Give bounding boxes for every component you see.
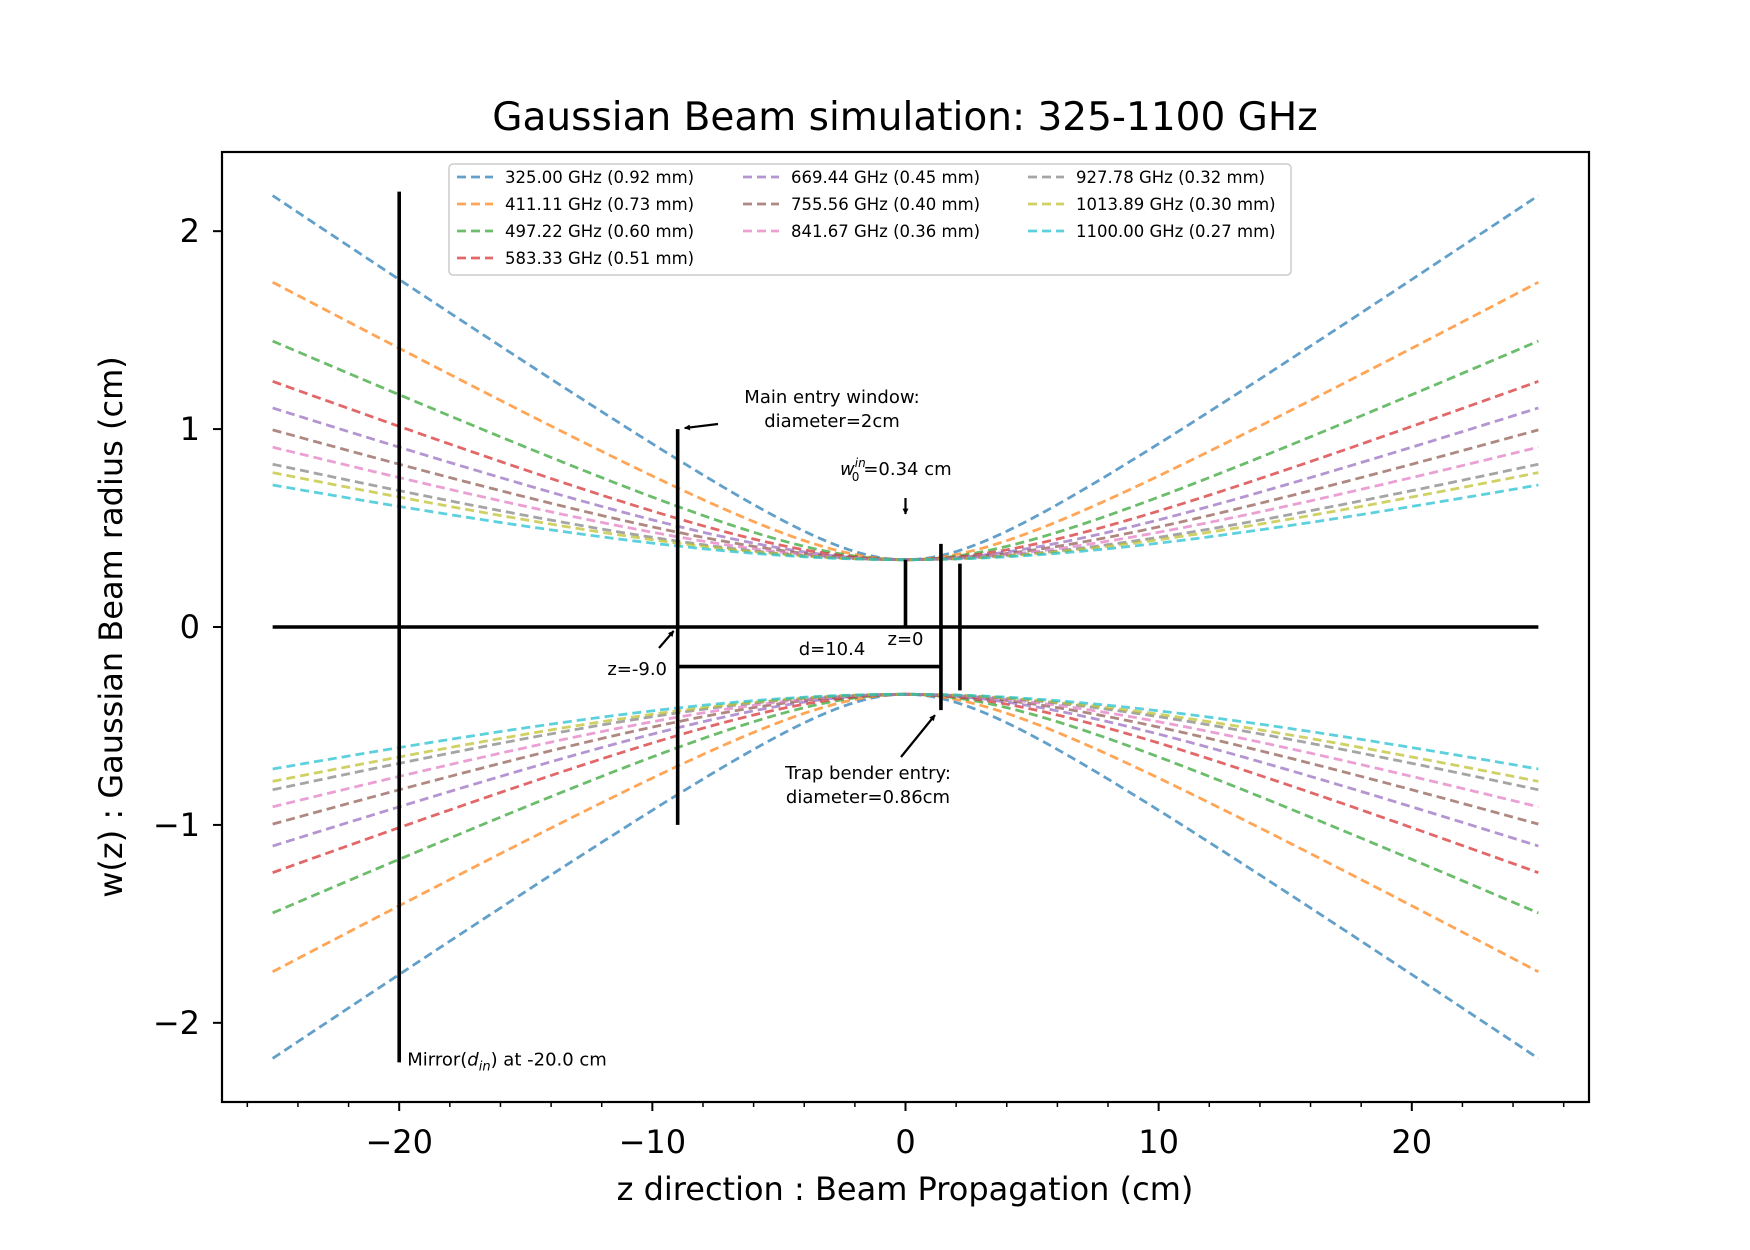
x-tick-label: 20 (1391, 1123, 1432, 1161)
z-zero-label: z=0 (888, 629, 924, 650)
main-entry-label-line1: Main entry window: (744, 387, 919, 408)
beam-curve-upper-9 (272, 483, 1539, 562)
mirror-label: Mirror(din) at -20.0 cm (407, 1049, 607, 1074)
legend-label: 1100.00 GHz (0.27 mm) (1076, 222, 1276, 241)
y-tick-label: 2 (180, 212, 200, 250)
x-axis-label: z direction : Beam Propagation (cm) (617, 1170, 1194, 1208)
chart-title: Gaussian Beam simulation: 325-1100 GHz (492, 95, 1317, 140)
x-tick-label: −10 (619, 1123, 687, 1161)
annotations: Mirror(din) at -20.0 cm Main entry window… (407, 387, 951, 1074)
beam-curve-upper-7 (272, 462, 1539, 562)
x-tick-label: 0 (895, 1123, 915, 1161)
x-tick-label: 10 (1138, 1123, 1179, 1161)
beam-curve-lower-9 (272, 692, 1539, 771)
legend-box (448, 163, 1292, 276)
main-entry-arrow (684, 422, 719, 431)
legend-label: 497.22 GHz (0.60 mm) (505, 222, 694, 241)
trap-arrow (900, 714, 936, 758)
legend-label: 583.33 GHz (0.51 mm) (505, 249, 694, 268)
y-tick-label: −2 (153, 1004, 200, 1042)
distance-label: d=10.4 (799, 639, 866, 660)
z-minus-label: z=-9.0 (607, 659, 667, 680)
trap-label-line1: Trap bender entry: (784, 763, 951, 784)
optical-structures (272, 191, 1539, 1063)
x-tick-label: −20 (365, 1123, 433, 1161)
legend: 325.00 GHz (0.92 mm) 411.11 GHz (0.73 mm)… (448, 163, 1292, 276)
legend-label: 669.44 GHz (0.45 mm) (791, 168, 980, 187)
legend-label: 1013.89 GHz (0.30 mm) (1076, 195, 1276, 214)
legend-label: 325.00 GHz (0.92 mm) (505, 168, 694, 187)
beam-curve-upper-8 (272, 471, 1539, 562)
beam-curve-upper-4 (272, 406, 1539, 562)
beam-curve-lower-7 (272, 692, 1539, 792)
legend-label: 755.56 GHz (0.40 mm) (791, 195, 980, 214)
beam-curve-upper-2 (272, 339, 1539, 562)
legend-label: 927.78 GHz (0.32 mm) (1076, 168, 1265, 187)
legend-label: 841.67 GHz (0.36 mm) (791, 222, 980, 241)
y-tick-label: 1 (180, 410, 200, 448)
beam-curve-lower-0 (271, 692, 1540, 1060)
y-tick-label: 0 (180, 608, 200, 646)
legend-label: 411.11 GHz (0.73 mm) (505, 195, 694, 214)
main-entry-label-line2: diameter=2cm (764, 411, 900, 432)
z-minus-arrow (658, 630, 675, 649)
waist-label: win 0 =0.34 cm (840, 456, 952, 484)
y-tick-label: −1 (153, 806, 200, 844)
beam-curve-lower-8 (272, 692, 1539, 783)
y-axis-label: w(z) : Gaussian Beam radius (cm) (92, 356, 130, 897)
trap-label-line2: diameter=0.86cm (786, 787, 950, 808)
